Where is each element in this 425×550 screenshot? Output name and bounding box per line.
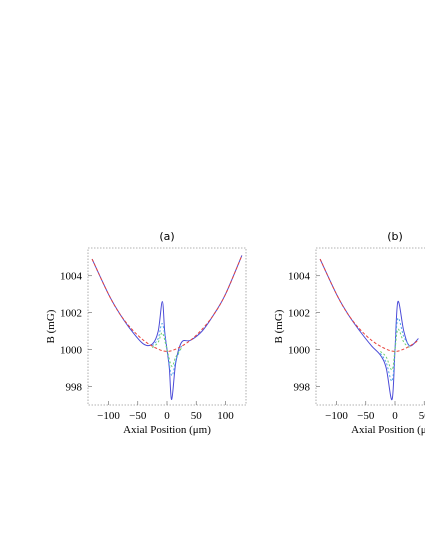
x-tick-label: 50 — [419, 410, 425, 422]
y-tick-label: 1002 — [60, 308, 82, 320]
series-line-1 — [151, 323, 183, 377]
x-tick-label: −50 — [129, 410, 147, 422]
series-line-3 — [319, 258, 419, 352]
y-axis-label: B (mG) — [273, 309, 285, 343]
panel-label: (a) — [159, 230, 174, 243]
series-line-2 — [380, 328, 410, 371]
y-tick-label: 1000 — [60, 345, 83, 357]
x-tick-label: 0 — [164, 410, 170, 422]
series-line-3 — [91, 255, 243, 352]
panel-label: (b) — [387, 230, 403, 243]
chart-panel-a: (a) 998 1000 1002 1004 −100 −50 0 50 100 Axial Pos… — [45, 230, 247, 436]
x-axis-label: Axial Position (μm) — [123, 424, 211, 436]
series-line-2 — [152, 332, 183, 367]
y-tick-label: 998 — [294, 382, 311, 394]
y-tick-label: 1004 — [288, 271, 311, 283]
series-line-0 — [319, 258, 419, 400]
x-tick-label: 50 — [191, 410, 203, 422]
plot-frame — [87, 247, 247, 406]
y-tick-label: 998 — [66, 382, 83, 394]
x-tick-label: −100 — [325, 410, 348, 422]
y-tick-label: 1004 — [60, 271, 83, 283]
chart-panel-b: (b) 998 1000 1002 1004 −100 −50 0 50 Axial Positi… — [273, 230, 425, 436]
x-tick-label: 100 — [217, 410, 234, 422]
y-tick-label: 1000 — [288, 345, 311, 357]
series-line-1 — [379, 317, 411, 382]
x-axis-label: Axial Position (μm) — [351, 424, 425, 436]
x-tick-label: −50 — [357, 410, 375, 422]
y-axis-label: B (mG) — [45, 309, 57, 343]
y-tick-label: 1002 — [288, 308, 310, 320]
plot-frame — [315, 247, 425, 406]
x-tick-label: 0 — [392, 410, 398, 422]
series-line-0 — [91, 255, 243, 400]
x-tick-label: −100 — [97, 410, 120, 422]
